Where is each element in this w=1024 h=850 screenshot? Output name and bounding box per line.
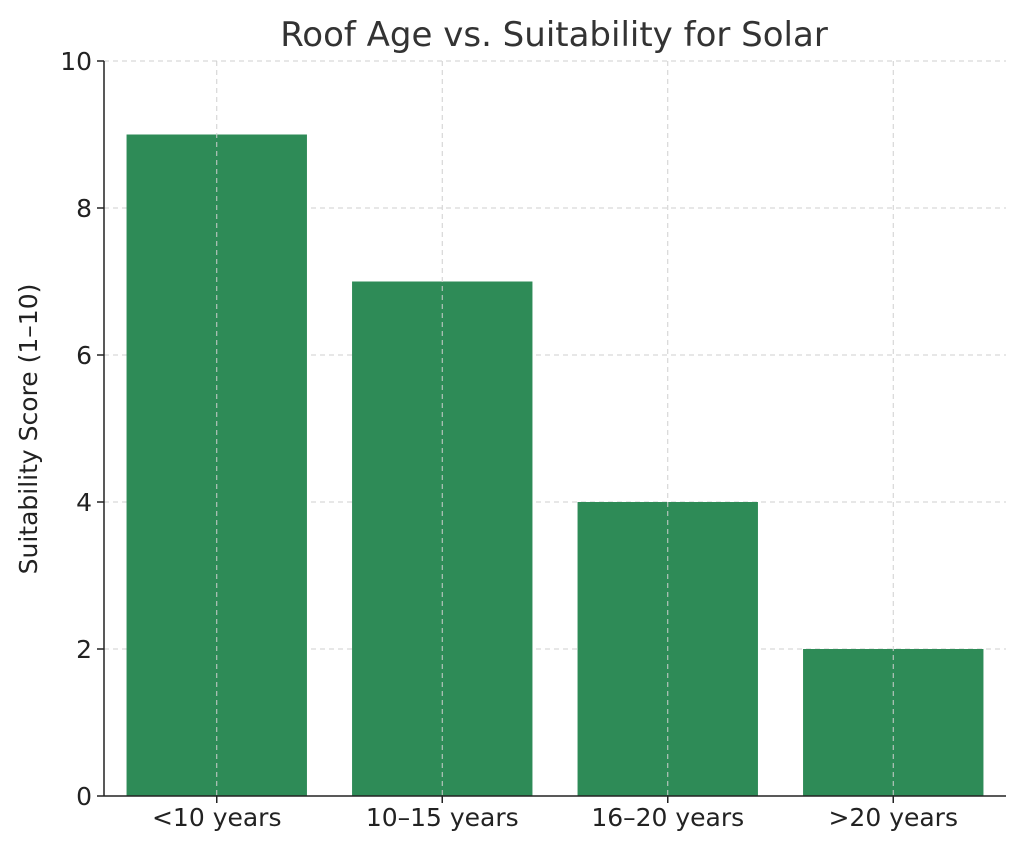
axes	[103, 61, 1006, 797]
y-tick-label: 10	[60, 47, 92, 76]
ticks: 0 2 4 6 8 10 <10 years 10–15 years 16–20 years >2…	[60, 47, 958, 832]
y-axis-label: Suitability Score (1–10)	[14, 284, 43, 575]
y-tick-label: 6	[76, 341, 92, 370]
y-tick-label: 2	[76, 635, 92, 664]
chart-title: Roof Age vs. Suitability for Solar	[280, 15, 828, 55]
x-tick-label: 16–20 years	[591, 803, 744, 832]
x-tick-label: 10–15 years	[366, 803, 519, 832]
bars	[126, 134, 984, 796]
y-tick-label: 0	[76, 782, 92, 811]
x-tick-label: <10 years	[152, 803, 282, 832]
x-tick-label: >20 years	[828, 803, 958, 832]
y-tick-label: 4	[76, 488, 92, 517]
vertical-grid	[216, 61, 894, 796]
y-tick-label: 8	[76, 194, 92, 223]
